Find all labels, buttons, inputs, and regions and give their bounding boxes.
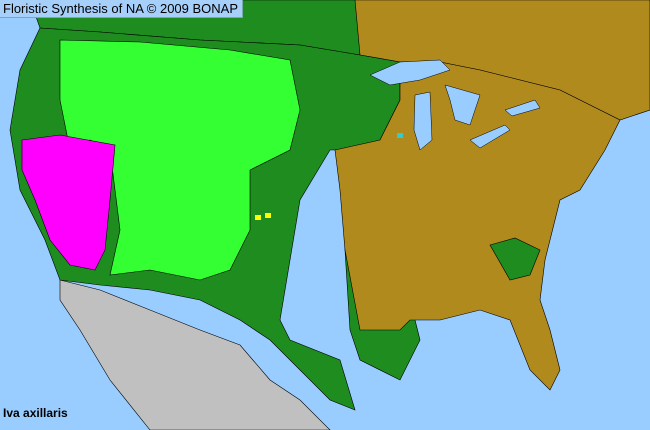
adventive-county xyxy=(397,133,403,138)
mexico-region xyxy=(59,279,331,430)
lake-michigan xyxy=(413,91,433,151)
map-title: Floristic Synthesis of NA © 2009 BONAP xyxy=(0,0,244,18)
yellow-county xyxy=(255,215,261,220)
lake-superior xyxy=(369,59,451,86)
lake-ontario xyxy=(504,99,541,117)
yellow-county xyxy=(265,213,271,218)
lake-erie xyxy=(469,124,511,149)
lake-huron xyxy=(444,84,481,126)
eastern-us-region xyxy=(334,61,621,391)
south-carolina-region xyxy=(489,237,541,281)
species-name: Iva axillaris xyxy=(3,406,68,420)
california-nevada-region xyxy=(21,134,116,271)
